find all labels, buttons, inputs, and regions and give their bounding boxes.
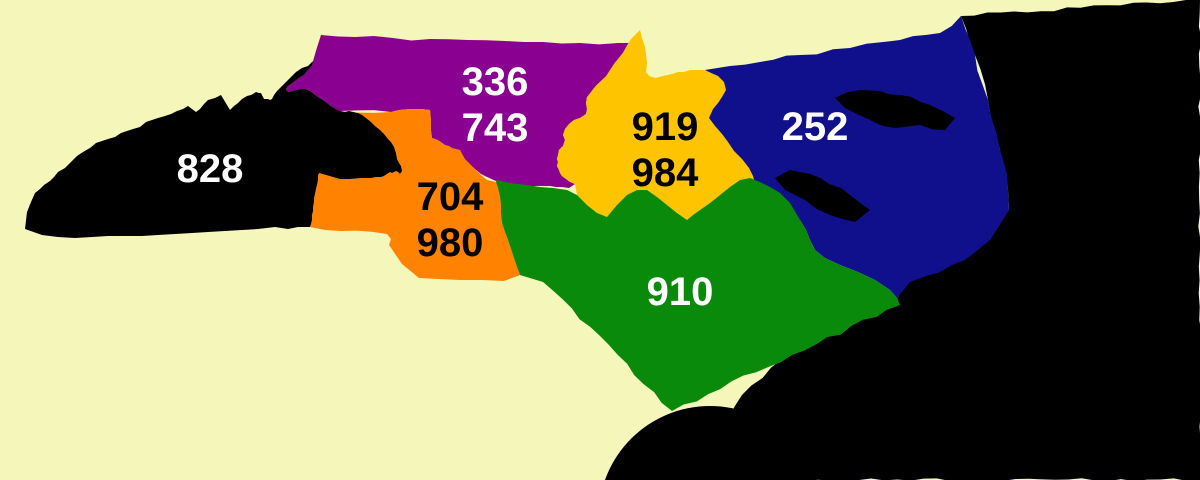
svg-text:704: 704 [417, 175, 484, 219]
svg-text:252: 252 [782, 105, 849, 149]
svg-text:919: 919 [632, 105, 699, 149]
svg-text:828: 828 [177, 147, 244, 191]
svg-text:336: 336 [462, 60, 529, 104]
svg-text:910: 910 [647, 270, 714, 314]
svg-text:743: 743 [462, 106, 529, 150]
svg-text:980: 980 [417, 221, 484, 265]
svg-text:984: 984 [632, 151, 699, 195]
